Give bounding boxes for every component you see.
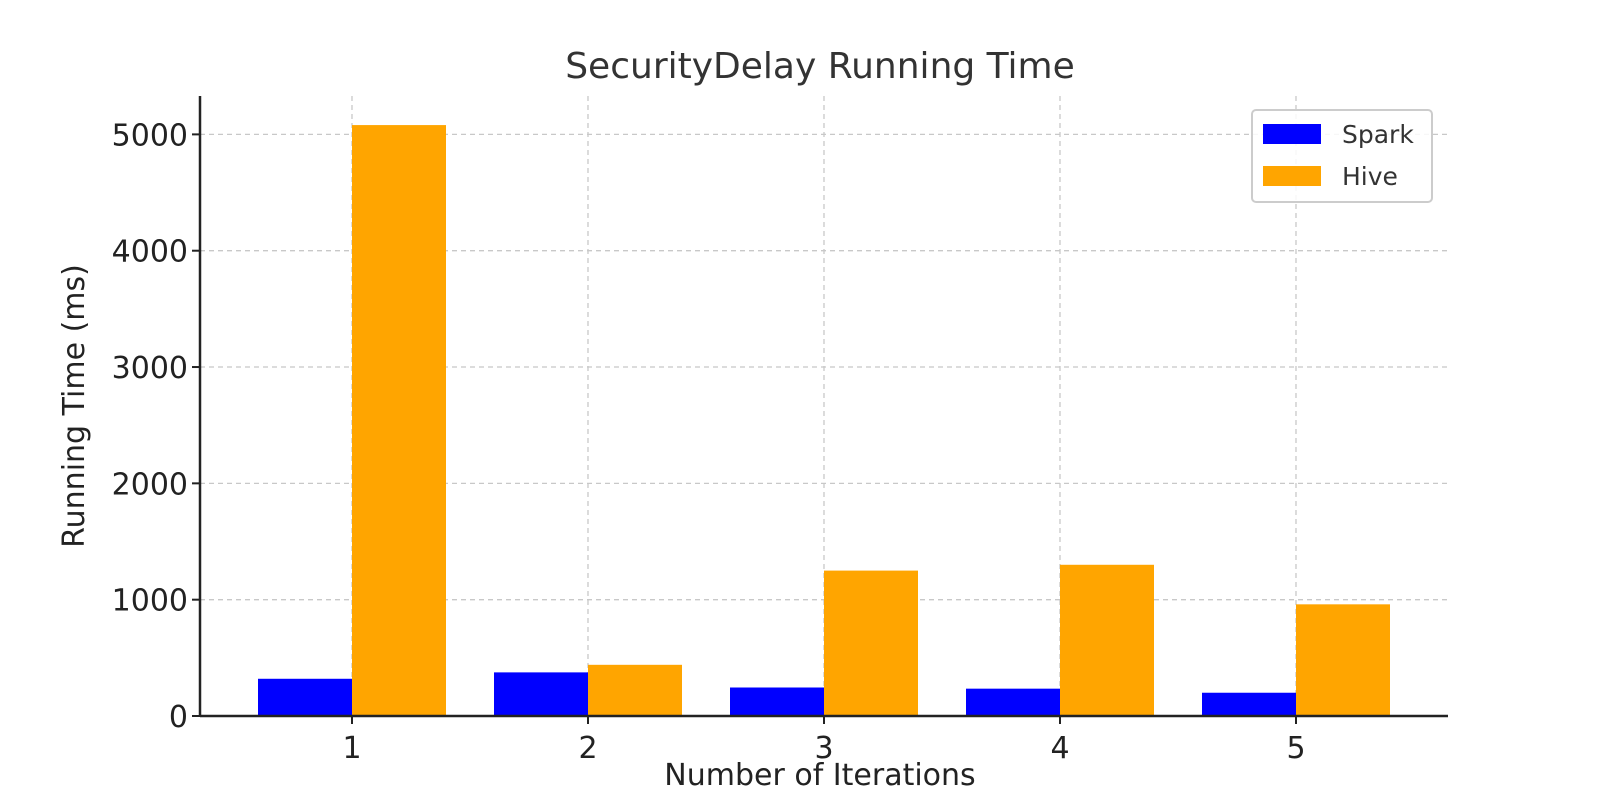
bar-spark-1 <box>258 678 352 716</box>
y-tick-label: 0 <box>169 700 188 735</box>
x-tick-label: 2 <box>578 731 597 766</box>
y-tick-label: 2000 <box>112 467 188 502</box>
bar-hive-2 <box>588 664 682 716</box>
bars-layer <box>258 125 1390 716</box>
x-tick-label: 1 <box>342 731 361 766</box>
y-axis-label: Running Time (ms) <box>57 264 92 548</box>
bar-hive-1 <box>352 125 446 716</box>
y-tick-label: 3000 <box>112 351 188 386</box>
x-axis-label: Number of Iterations <box>664 758 975 793</box>
chart-title: SecurityDelay Running Time <box>565 46 1075 87</box>
bar-spark-5 <box>1202 692 1296 716</box>
y-tick-label: 4000 <box>112 235 188 270</box>
y-tick-label: 5000 <box>112 118 188 153</box>
y-tick-label: 1000 <box>112 584 188 619</box>
bar-spark-2 <box>494 672 588 716</box>
legend-swatch-hive <box>1263 166 1321 186</box>
bar-spark-4 <box>966 688 1060 716</box>
legend: Spark Hive <box>1251 109 1433 203</box>
x-tick-label: 5 <box>1286 731 1305 766</box>
x-tick-label: 3 <box>814 731 833 766</box>
bar-spark-3 <box>730 687 824 716</box>
bar-hive-5 <box>1296 604 1390 716</box>
legend-label-hive: Hive <box>1342 162 1398 191</box>
legend-label-spark: Spark <box>1342 120 1414 149</box>
bar-hive-3 <box>824 570 918 716</box>
bar-hive-4 <box>1060 564 1154 716</box>
axes-layer: 0 1000 2000 3000 4000 5000 1 2 3 4 5 <box>112 96 1448 766</box>
x-tick-label: 4 <box>1050 731 1069 766</box>
legend-swatch-spark <box>1263 124 1321 144</box>
